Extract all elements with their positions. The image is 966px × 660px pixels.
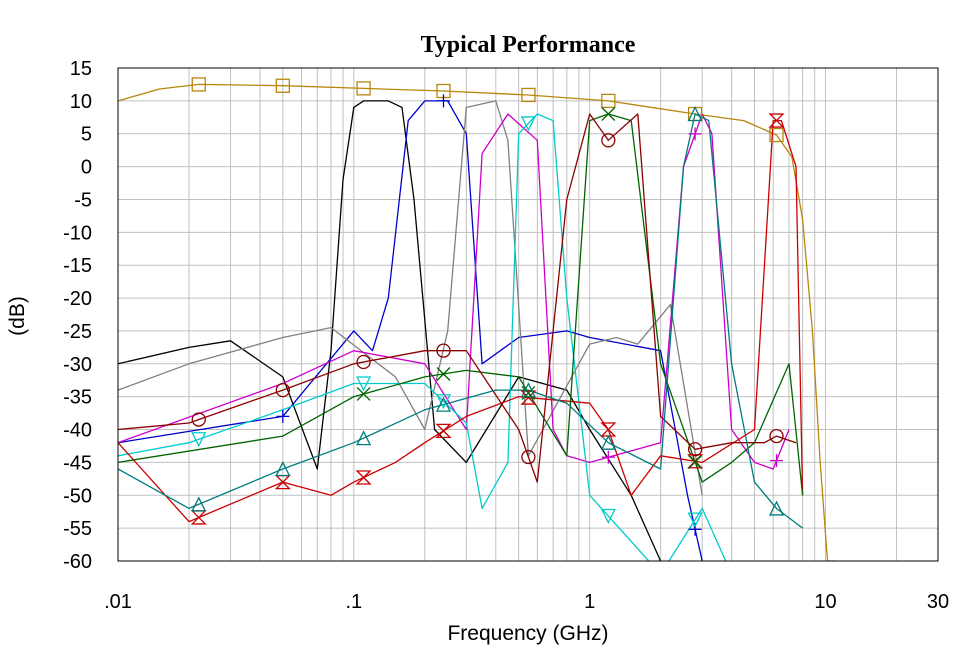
y-tick-label: 15 (70, 58, 92, 80)
y-tick-label: -35 (63, 387, 92, 409)
series-marker (436, 94, 450, 108)
y-tick-label: -40 (63, 420, 92, 442)
series-marker (600, 434, 616, 450)
y-tick-label: -60 (63, 551, 92, 573)
y-tick-labels: 15 10 5 0 -5 -10 -15 -20 -25 -30 -35 -40 -45 -50 -55 -6… (63, 58, 92, 573)
series-line-5 (118, 113, 727, 561)
y-tick-label: -30 (63, 354, 92, 376)
series-marker (436, 343, 451, 358)
series-marker (521, 449, 536, 465)
x-tick-label: 10 (814, 591, 836, 613)
series-marker (275, 78, 290, 93)
series-marker (275, 461, 291, 477)
series-marker (435, 394, 452, 410)
series-marker (687, 442, 703, 457)
plot-frame (117, 67, 939, 562)
series-marker (768, 500, 785, 516)
series-marker (276, 409, 290, 423)
x-tick-label: .01 (104, 591, 132, 613)
series-marker (770, 454, 784, 468)
y-tick-label: -20 (63, 288, 92, 310)
x-tick-labels: .01 .1 1 10 30 (104, 591, 949, 613)
series-marker (601, 450, 615, 464)
y-tick-label: -15 (63, 255, 92, 277)
marker-layer (190, 77, 785, 536)
series-marker (600, 422, 617, 437)
series-marker (520, 116, 536, 132)
series-marker (601, 133, 616, 148)
y-tick-label: -50 (63, 485, 92, 507)
y-tick-label: -10 (63, 222, 92, 244)
series-marker (521, 385, 536, 400)
series-marker (356, 386, 371, 401)
chart-title: Typical Performance (421, 32, 636, 58)
y-tick-label: 10 (70, 91, 92, 113)
series-marker (191, 412, 206, 427)
series-marker (435, 396, 452, 412)
series-marker (435, 423, 452, 439)
series-line-7 (118, 113, 804, 496)
series-marker (275, 382, 290, 398)
y-tick-label: -45 (63, 452, 92, 474)
y-tick-label: -5 (74, 189, 92, 211)
x-tick-label: 30 (927, 591, 949, 613)
series-marker (520, 382, 536, 398)
series-marker (191, 432, 207, 448)
series-marker (601, 107, 616, 121)
series-marker (688, 127, 702, 141)
series-marker (687, 106, 703, 122)
series-marker (356, 376, 372, 392)
x-tick-label: 1 (584, 591, 595, 613)
series-line-6 (118, 119, 804, 523)
series-marker (600, 508, 616, 524)
series-line-8 (118, 113, 797, 483)
series-marker (768, 113, 785, 128)
series-line-9 (118, 113, 803, 529)
series-line-2 (118, 100, 703, 561)
y-tick-label: 5 (81, 124, 92, 146)
series-marker (601, 93, 616, 109)
series-marker (769, 428, 784, 444)
series-marker (521, 87, 536, 103)
y-tick-label: -25 (63, 321, 92, 343)
series-line-1 (118, 100, 662, 561)
y-tick-label: -55 (63, 518, 92, 540)
series-marker (769, 127, 784, 143)
series-marker (688, 455, 703, 469)
series-marker (191, 77, 206, 92)
series-marker (687, 512, 703, 528)
y-axis-label: (dB) (6, 296, 29, 336)
series-marker (436, 367, 451, 381)
series-marker (356, 81, 371, 96)
series-line-3 (118, 100, 703, 496)
series-marker (355, 470, 372, 485)
series-layer (118, 83, 836, 561)
series-marker (356, 354, 371, 370)
x-tick-label: .1 (345, 591, 362, 613)
series-marker (356, 430, 372, 446)
series-marker (191, 496, 207, 512)
x-axis-label: Frequency (GHz) (447, 622, 608, 645)
y-tick-label: 0 (81, 157, 92, 179)
